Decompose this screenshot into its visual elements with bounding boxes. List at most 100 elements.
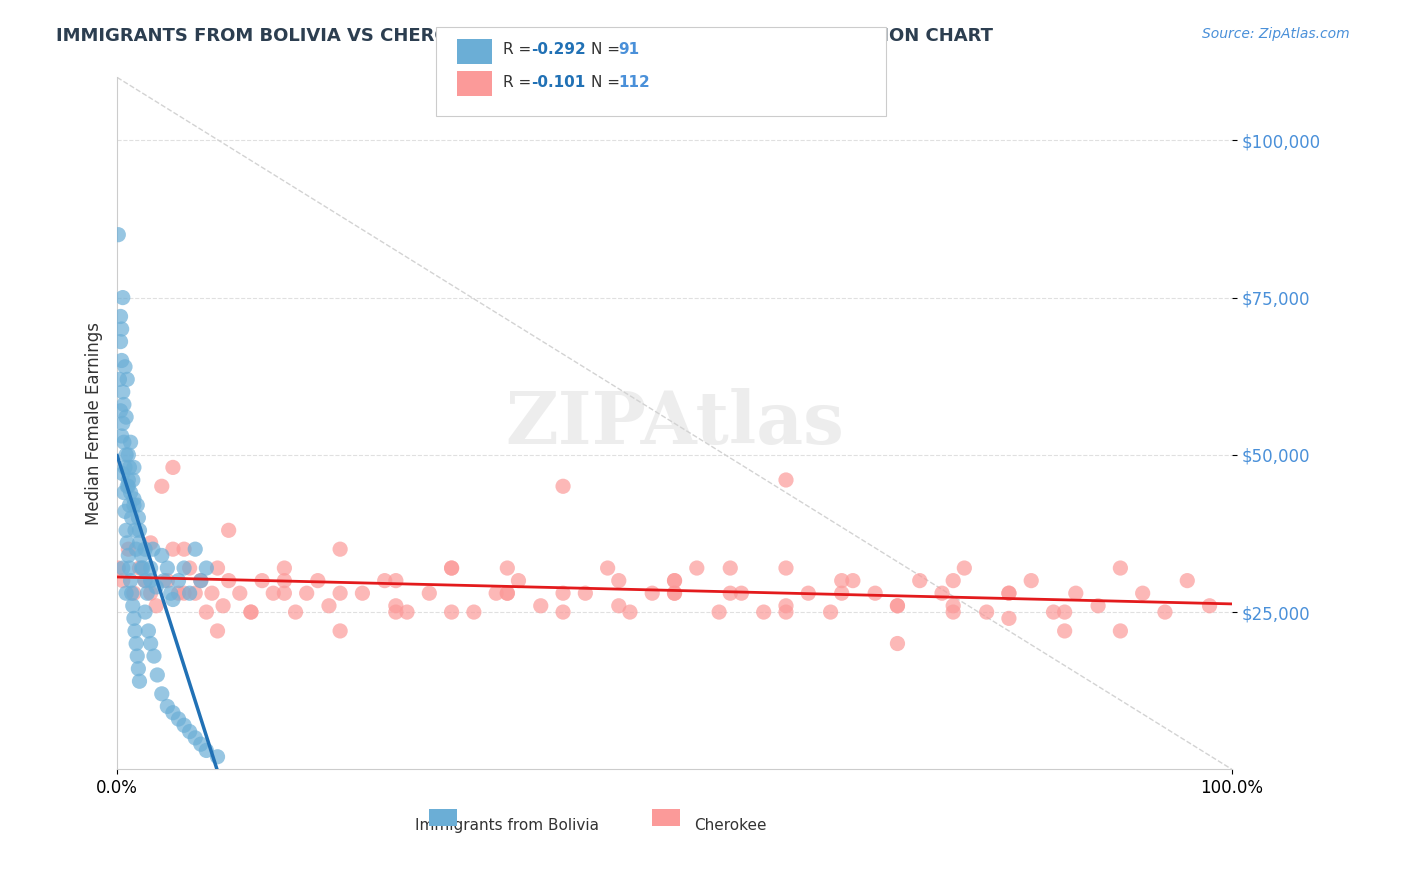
Point <box>134 574 156 588</box>
Point <box>385 605 408 619</box>
Point <box>775 473 797 487</box>
Point <box>190 574 212 588</box>
Point <box>1175 574 1198 588</box>
Point <box>125 636 148 650</box>
Point <box>138 624 160 638</box>
Point <box>110 310 132 324</box>
Point <box>111 561 134 575</box>
Point <box>167 586 190 600</box>
Point <box>942 599 965 613</box>
Point <box>953 561 976 575</box>
Point <box>551 605 574 619</box>
Point <box>146 668 169 682</box>
Point <box>145 599 167 613</box>
Point <box>1053 605 1076 619</box>
Point <box>496 586 519 600</box>
Point <box>718 561 741 575</box>
Point <box>886 599 908 613</box>
Point <box>775 599 797 613</box>
Point <box>619 605 641 619</box>
Point <box>207 624 229 638</box>
Point <box>463 605 485 619</box>
Point <box>508 574 530 588</box>
Point <box>114 504 136 518</box>
Point <box>143 649 166 664</box>
Point <box>385 599 408 613</box>
Point <box>127 662 149 676</box>
Point <box>139 586 162 600</box>
Point <box>111 429 134 443</box>
Point <box>179 586 201 600</box>
Point <box>820 605 842 619</box>
Point <box>159 586 181 600</box>
Point <box>117 448 139 462</box>
Point <box>121 586 143 600</box>
Point <box>112 397 135 411</box>
Point <box>273 586 295 600</box>
Point <box>574 586 596 600</box>
Point <box>156 574 179 588</box>
Point <box>136 586 159 600</box>
Point <box>127 649 149 664</box>
Point <box>110 404 132 418</box>
Point <box>284 605 307 619</box>
Point <box>184 731 207 745</box>
Text: Immigrants from Bolivia: Immigrants from Bolivia <box>415 818 599 833</box>
Point <box>111 467 134 481</box>
Point <box>440 561 463 575</box>
Point <box>201 586 224 600</box>
Point <box>150 687 173 701</box>
Point <box>118 561 141 575</box>
Point <box>128 536 150 550</box>
Point <box>118 498 141 512</box>
Point <box>440 561 463 575</box>
Point <box>115 524 138 538</box>
Point <box>120 485 142 500</box>
Point <box>139 574 162 588</box>
Point <box>998 586 1021 600</box>
Point <box>1109 561 1132 575</box>
Point <box>374 574 396 588</box>
Point <box>908 574 931 588</box>
Point <box>162 542 184 557</box>
Point <box>530 599 553 613</box>
Point <box>496 586 519 600</box>
Point <box>863 586 886 600</box>
Point <box>596 561 619 575</box>
Point <box>114 460 136 475</box>
Point <box>295 586 318 600</box>
Point <box>179 561 201 575</box>
Point <box>121 599 143 613</box>
Point <box>273 574 295 588</box>
Point <box>1109 624 1132 638</box>
Point <box>262 586 284 600</box>
FancyBboxPatch shape <box>652 809 681 826</box>
Point <box>156 561 179 575</box>
Point <box>775 605 797 619</box>
Point <box>107 561 129 575</box>
Point <box>115 410 138 425</box>
Point <box>134 542 156 557</box>
Point <box>122 491 145 506</box>
Point <box>998 586 1021 600</box>
Text: -0.101: -0.101 <box>531 75 586 89</box>
Point <box>162 706 184 720</box>
Point <box>122 586 145 600</box>
Point <box>352 586 374 600</box>
Point <box>1154 605 1177 619</box>
Point <box>1053 624 1076 638</box>
Point <box>128 674 150 689</box>
Point <box>173 542 195 557</box>
Point <box>111 384 134 399</box>
Point <box>173 718 195 732</box>
Point <box>132 561 155 575</box>
Point <box>212 599 235 613</box>
Point <box>551 479 574 493</box>
Point <box>942 605 965 619</box>
Point <box>190 574 212 588</box>
Point <box>112 485 135 500</box>
FancyBboxPatch shape <box>429 809 457 826</box>
Text: 91: 91 <box>619 43 640 57</box>
Point <box>797 586 820 600</box>
Point <box>831 574 853 588</box>
